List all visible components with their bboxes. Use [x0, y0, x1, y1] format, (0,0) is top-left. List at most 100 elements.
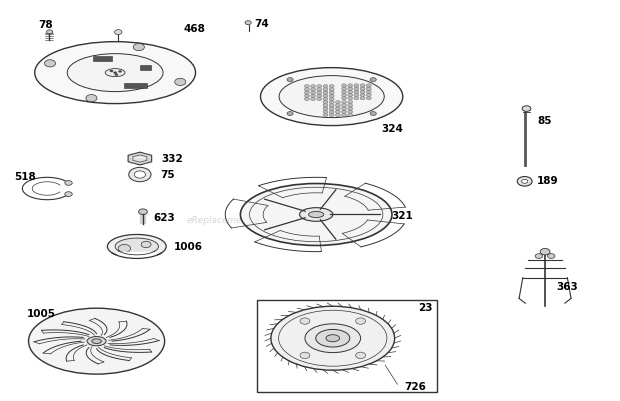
- Circle shape: [342, 110, 347, 113]
- Polygon shape: [133, 155, 147, 162]
- Circle shape: [323, 101, 328, 104]
- Circle shape: [329, 88, 334, 91]
- Circle shape: [335, 110, 340, 113]
- Circle shape: [348, 87, 353, 90]
- Circle shape: [366, 84, 371, 87]
- Text: 468: 468: [183, 24, 205, 34]
- Circle shape: [342, 113, 347, 117]
- Ellipse shape: [279, 76, 384, 117]
- Circle shape: [110, 70, 113, 72]
- Circle shape: [323, 107, 328, 110]
- Circle shape: [370, 78, 376, 82]
- Bar: [257, 300, 437, 391]
- Circle shape: [135, 171, 146, 178]
- Circle shape: [65, 192, 73, 196]
- Ellipse shape: [299, 208, 333, 221]
- Circle shape: [304, 88, 309, 91]
- Ellipse shape: [260, 68, 403, 126]
- Circle shape: [354, 87, 359, 90]
- Circle shape: [175, 78, 186, 85]
- Circle shape: [335, 104, 340, 107]
- Circle shape: [245, 21, 251, 25]
- Circle shape: [329, 101, 334, 104]
- Circle shape: [311, 94, 316, 97]
- Polygon shape: [128, 152, 152, 165]
- Circle shape: [360, 84, 365, 87]
- Circle shape: [300, 318, 310, 324]
- Circle shape: [354, 84, 359, 87]
- Circle shape: [342, 93, 347, 97]
- Circle shape: [118, 245, 131, 253]
- Circle shape: [329, 91, 334, 94]
- Circle shape: [311, 91, 316, 94]
- Circle shape: [65, 180, 73, 185]
- Circle shape: [348, 90, 353, 93]
- Circle shape: [342, 107, 347, 110]
- Circle shape: [129, 167, 151, 182]
- Circle shape: [311, 97, 316, 101]
- Circle shape: [317, 91, 322, 94]
- Circle shape: [300, 352, 310, 358]
- Circle shape: [118, 70, 122, 73]
- Circle shape: [354, 90, 359, 93]
- Text: 74: 74: [254, 19, 269, 29]
- Circle shape: [335, 101, 340, 104]
- Circle shape: [342, 101, 347, 104]
- Circle shape: [323, 97, 328, 101]
- Circle shape: [354, 97, 359, 100]
- Ellipse shape: [29, 308, 165, 374]
- Text: 324: 324: [381, 124, 403, 134]
- Circle shape: [317, 94, 322, 97]
- Text: 726: 726: [404, 382, 427, 392]
- Text: 518: 518: [14, 172, 36, 182]
- Circle shape: [342, 97, 347, 100]
- Circle shape: [348, 97, 353, 100]
- Circle shape: [113, 71, 117, 74]
- Circle shape: [366, 87, 371, 90]
- Circle shape: [317, 97, 322, 101]
- Ellipse shape: [35, 42, 195, 103]
- Ellipse shape: [107, 235, 166, 258]
- Circle shape: [139, 209, 148, 215]
- Circle shape: [287, 111, 293, 115]
- Text: 332: 332: [162, 154, 184, 164]
- Circle shape: [522, 106, 531, 111]
- Circle shape: [366, 90, 371, 93]
- Circle shape: [329, 85, 334, 88]
- Circle shape: [133, 43, 144, 51]
- Circle shape: [360, 93, 365, 97]
- Text: 85: 85: [537, 115, 552, 126]
- Ellipse shape: [241, 184, 392, 245]
- Polygon shape: [115, 253, 159, 259]
- Circle shape: [335, 113, 340, 117]
- Ellipse shape: [305, 324, 361, 352]
- Ellipse shape: [326, 335, 340, 342]
- Circle shape: [348, 107, 353, 110]
- Text: 1005: 1005: [27, 310, 56, 319]
- Circle shape: [348, 110, 353, 113]
- Circle shape: [86, 95, 97, 102]
- Text: 363: 363: [556, 282, 578, 292]
- Circle shape: [317, 85, 322, 88]
- Circle shape: [304, 94, 309, 97]
- Text: 321: 321: [392, 211, 414, 221]
- Circle shape: [304, 91, 309, 94]
- Ellipse shape: [67, 54, 163, 91]
- Circle shape: [46, 30, 53, 34]
- FancyBboxPatch shape: [124, 83, 148, 88]
- Circle shape: [45, 60, 56, 67]
- Text: 78: 78: [38, 20, 53, 30]
- Circle shape: [348, 84, 353, 87]
- Circle shape: [329, 113, 334, 117]
- Circle shape: [329, 94, 334, 97]
- Circle shape: [370, 111, 376, 115]
- Circle shape: [329, 97, 334, 101]
- Circle shape: [304, 97, 309, 101]
- Text: eReplacementParts.com: eReplacementParts.com: [187, 216, 297, 225]
- Circle shape: [547, 254, 555, 258]
- Circle shape: [356, 352, 366, 358]
- Circle shape: [317, 88, 322, 91]
- Text: 623: 623: [154, 213, 175, 223]
- Text: 23: 23: [418, 304, 433, 314]
- Circle shape: [342, 84, 347, 87]
